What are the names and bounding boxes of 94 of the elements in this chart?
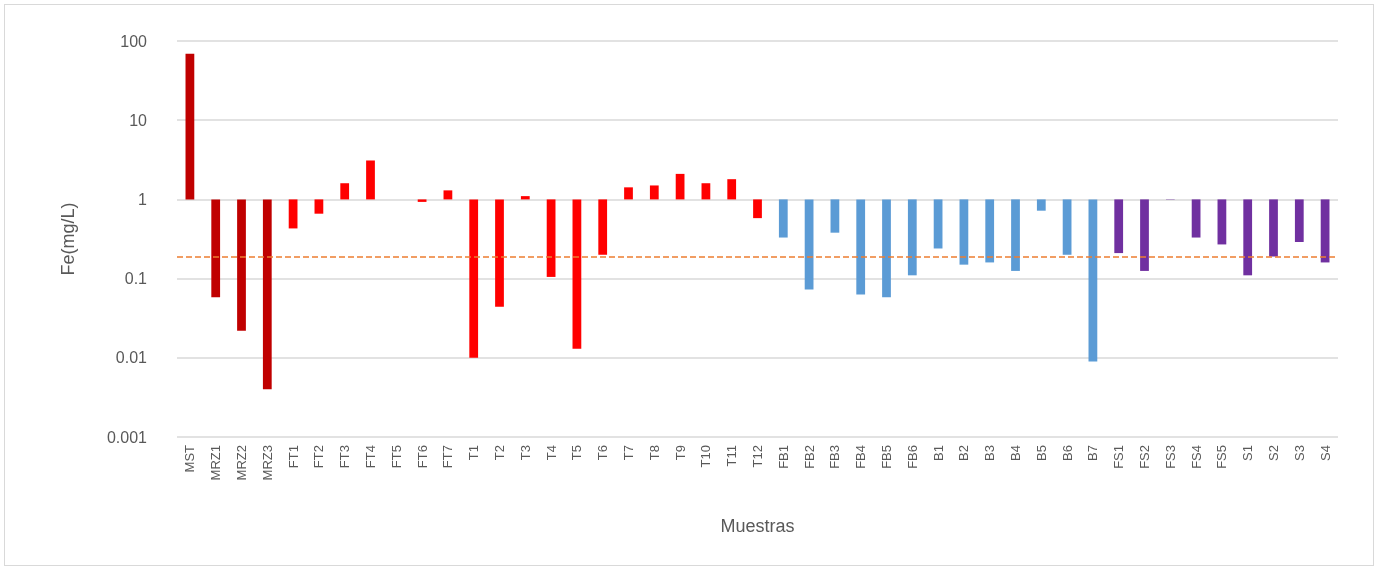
bar [933,199,943,249]
x-tick-label: T2 [492,445,507,461]
bar [469,199,479,358]
bar [1036,199,1046,211]
bar [830,199,840,233]
x-tick-label: B2 [956,445,972,461]
bar [1294,199,1304,242]
bar [649,185,659,200]
x-tick-label: S1 [1240,445,1256,461]
bar [727,179,737,200]
x-tick-label: MRZ2 [234,445,249,481]
bar [701,183,711,200]
x-tick-label: B4 [1008,445,1023,461]
x-axis-title: Muestras [720,516,795,536]
bar [1140,199,1149,271]
y-tick-label: 100 [120,32,148,50]
bar [1114,199,1124,254]
x-tick-label: B6 [1059,445,1075,461]
x-tick-label: B1 [930,445,946,461]
x-tick-label: T4 [543,445,559,461]
bar [778,199,788,238]
x-tick-label: FT5 [388,445,404,469]
bar [1243,199,1253,276]
x-tick-label: FB6 [904,445,920,469]
x-tick-label: T10 [698,445,714,468]
bar [237,199,246,331]
x-tick-label: FT4 [363,445,378,469]
bar [288,199,298,229]
bar [985,199,995,263]
x-tick-label: T9 [672,445,688,461]
bar [598,199,608,255]
y-axis-title: Fe(mg/L) [58,202,78,276]
y-tick-label: 0.01 [115,349,148,367]
bar [1269,199,1278,257]
x-tick-label: T1 [466,445,482,461]
x-tick-label: FB5 [879,445,894,469]
x-tick-label: S2 [1266,445,1281,461]
bar [520,196,530,200]
x-tick-label: FT2 [311,445,327,469]
bar [882,199,891,298]
x-tick-label: S4 [1317,445,1333,461]
bar [495,199,504,307]
x-tick-label: S3 [1291,445,1307,461]
x-tick-label: T8 [646,445,662,461]
bar [959,199,969,265]
x-tick-label: T12 [750,445,765,468]
bar [546,199,556,277]
x-tick-label: MST [182,444,198,473]
y-tick-label: 10 [129,111,148,129]
x-tick-label: FB2 [801,445,817,469]
bar [856,199,866,295]
x-tick-label: FT3 [337,445,353,469]
x-tick-label: FT7 [440,445,456,469]
x-tick-label: FS5 [1214,445,1230,469]
x-tick-label: MRZ3 [259,445,275,481]
bar [1011,199,1020,271]
x-tick-label: T3 [517,445,533,461]
x-tick-label: FS3 [1162,445,1178,469]
bar [1062,199,1072,255]
bar [753,199,762,219]
bar [211,199,221,298]
x-tick-label: FB3 [827,445,843,469]
x-tick-label: T5 [569,445,585,461]
x-tick-label: FT1 [285,445,301,469]
x-tick-label: FS2 [1137,445,1152,469]
x-tick-label: T7 [621,445,636,461]
bar [804,199,814,290]
x-tick-label: B7 [1085,445,1101,461]
bar [314,199,324,214]
bar [572,199,582,349]
x-tick-label: FS4 [1188,445,1204,469]
bar [624,187,633,200]
bar [1217,199,1227,245]
x-tick-label: MRZ1 [208,445,224,481]
x-tick-label: FS1 [1111,445,1127,469]
bar [417,199,427,202]
x-tick-label: T6 [595,445,611,461]
x-tick-label: B5 [1033,445,1049,461]
x-tick-label: FB1 [775,445,791,469]
bar [340,183,350,200]
x-tick-label: FT6 [414,445,430,469]
bar [907,199,917,276]
bar [1088,199,1098,362]
y-tick-label: 0.1 [124,270,148,288]
y-tick-label: 0.001 [106,428,148,446]
bar [366,160,375,200]
bar [185,53,195,200]
y-tick-label: 1 [138,190,148,208]
bar [443,190,453,200]
x-tick-label: FB4 [853,445,869,469]
bar [262,199,272,390]
x-tick-label: T11 [724,445,740,467]
bar [1191,199,1201,238]
x-tick-label: B3 [982,445,998,461]
